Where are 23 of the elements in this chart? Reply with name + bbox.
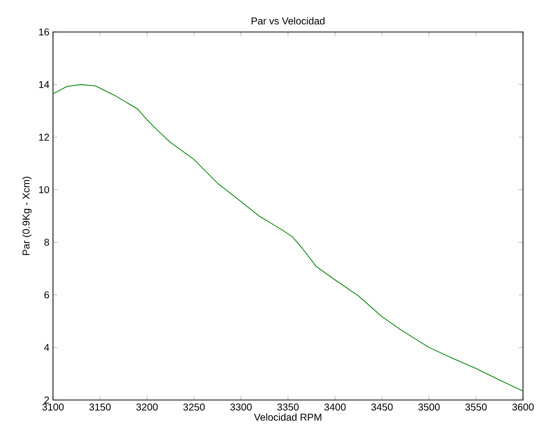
x-tick-label: 3200	[136, 404, 158, 411]
y-tick-label: 14	[39, 81, 50, 88]
x-tick-label: 3400	[324, 404, 346, 411]
y-tick-label: 6	[44, 291, 50, 298]
x-tick-label: 3100	[42, 404, 64, 411]
x-tick-label: 3350	[277, 404, 299, 411]
y-tick-label: 12	[39, 134, 49, 141]
x-tick-label: 3550	[465, 404, 487, 411]
x-tick-label: 3500	[418, 404, 440, 411]
x-axis-title: Velocidad RPM	[254, 413, 322, 421]
x-tick-label: 3250	[183, 404, 205, 411]
x-tick-label: 3300	[230, 404, 252, 411]
x-tick-label: 3150	[89, 404, 111, 411]
x-tick-label: 3600	[512, 404, 534, 411]
y-axis-title: Par (0.9Kg - Xcm)	[22, 176, 32, 256]
y-tick-label: 10	[39, 186, 50, 194]
line-series	[53, 84, 523, 392]
x-tick-label: 3450	[371, 404, 393, 411]
y-tick-label: 4	[44, 344, 50, 351]
y-tick-label: 8	[44, 238, 50, 246]
y-tick-label: 2	[44, 396, 49, 404]
chart-title: Par vs Velocidad	[252, 17, 324, 24]
y-tick-label: 16	[39, 28, 50, 36]
